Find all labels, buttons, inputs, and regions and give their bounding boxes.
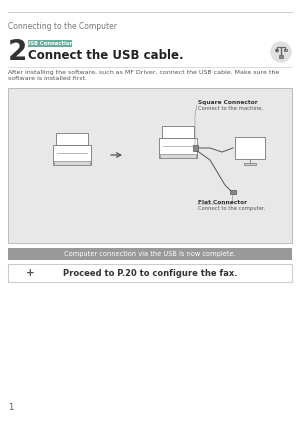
Text: Connecting to the Computer: Connecting to the Computer [8,22,117,31]
FancyBboxPatch shape [8,264,292,282]
Text: 1: 1 [8,403,13,412]
FancyBboxPatch shape [8,88,292,243]
Bar [279,55,283,58]
Bar [193,145,198,151]
Text: Connect to the computer.: Connect to the computer. [198,206,266,211]
Text: Connect the USB cable.: Connect the USB cable. [28,49,184,62]
FancyBboxPatch shape [54,161,90,165]
FancyBboxPatch shape [56,133,88,145]
FancyBboxPatch shape [235,137,265,159]
Bar [230,190,236,194]
Bar [244,163,256,165]
FancyBboxPatch shape [53,145,91,165]
Text: Computer connection via the USB is now complete.: Computer connection via the USB is now c… [64,251,236,257]
Bar [284,48,286,50]
Text: +: + [26,268,34,278]
FancyBboxPatch shape [160,154,196,158]
Text: After installing the software, such as MF Driver, connect the USB cable. Make su: After installing the software, such as M… [8,70,279,81]
Circle shape [25,268,35,279]
Text: Square Connector: Square Connector [198,100,258,105]
FancyBboxPatch shape [159,138,197,158]
FancyBboxPatch shape [162,126,194,138]
FancyBboxPatch shape [8,248,292,260]
Text: 2: 2 [8,38,27,66]
Text: Connect to the machine.: Connect to the machine. [198,106,263,111]
Text: Flat Connector: Flat Connector [198,200,247,205]
Text: Proceed to P.20 to configure the fax.: Proceed to P.20 to configure the fax. [63,269,237,278]
Circle shape [276,49,278,52]
Circle shape [271,42,291,62]
FancyBboxPatch shape [28,40,72,47]
Text: USB Connection: USB Connection [26,41,74,46]
